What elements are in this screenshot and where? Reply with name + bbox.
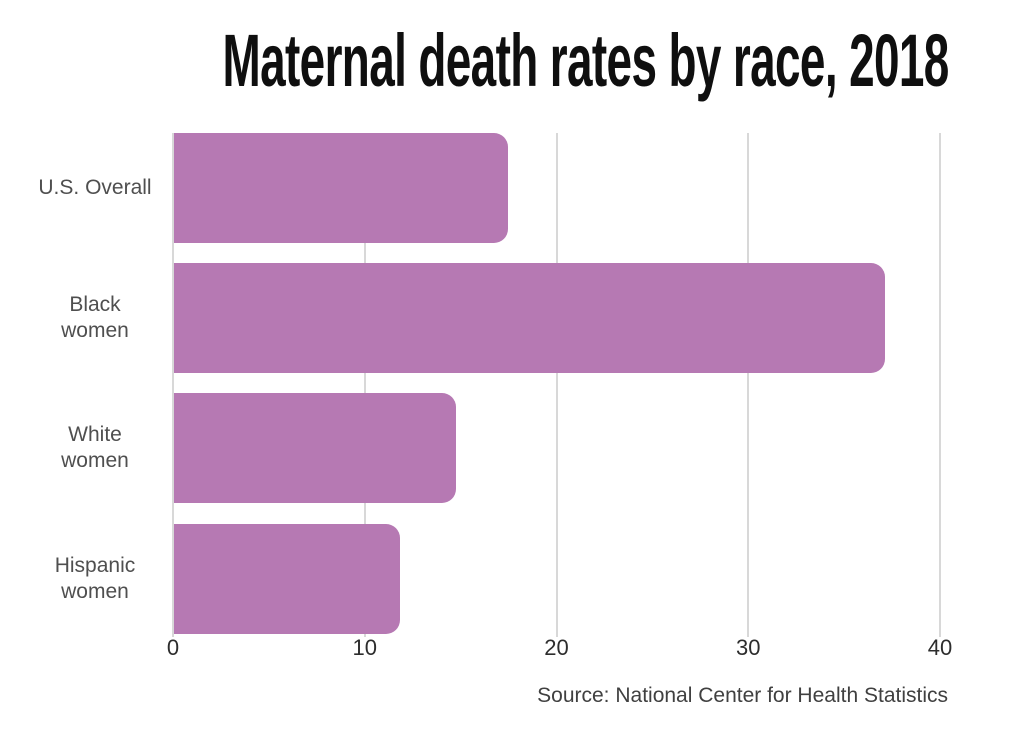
bar-white-women <box>174 393 456 504</box>
category-label-line: women <box>61 319 129 343</box>
category-label-u-s-overall: U.S. Overall <box>12 133 178 243</box>
y-axis-category-labels: U.S. Overall Black women White women Hispanic… <box>12 133 178 637</box>
category-label-black-women: Black women <box>12 263 178 373</box>
category-label-line: Hispanic <box>54 553 136 577</box>
x-tick-label-30: 30 <box>736 635 761 660</box>
x-tick-label-40: 40 <box>927 635 953 660</box>
gridline-x-10 <box>363 133 366 637</box>
bar-u-s-overall <box>174 133 508 243</box>
bar-hispanic-women <box>174 523 401 634</box>
gridline-x-0 <box>172 133 174 637</box>
category-label-line: White <box>68 423 122 447</box>
category-label-hispanic-women: Hispanic women <box>12 524 178 634</box>
x-tick-label-10: 10 <box>352 635 377 660</box>
chart-title: Maternal death rates by race, 2018 <box>222 19 950 102</box>
gridline-x-30 <box>747 133 750 637</box>
x-axis-tick-labels: 0 10 20 30 40 <box>0 636 1024 662</box>
chart-header: Maternal death rates by race, 2018 <box>0 18 1024 103</box>
x-tick-label-20: 20 <box>544 635 569 660</box>
source-note: Source: National Center for Health Stati… <box>537 684 948 707</box>
gridline-x-40 <box>939 133 941 637</box>
plot-area <box>172 133 942 637</box>
category-label-line: Black <box>69 293 121 317</box>
x-tick-label-0: 0 <box>166 635 180 660</box>
category-label-line: women <box>61 579 129 603</box>
category-label-line: women <box>61 449 129 473</box>
gridline-x-20 <box>555 133 558 637</box>
category-label-white-women: White women <box>12 393 178 503</box>
bar-black-women <box>174 263 886 374</box>
category-label-line: U.S. Overall <box>38 176 152 199</box>
